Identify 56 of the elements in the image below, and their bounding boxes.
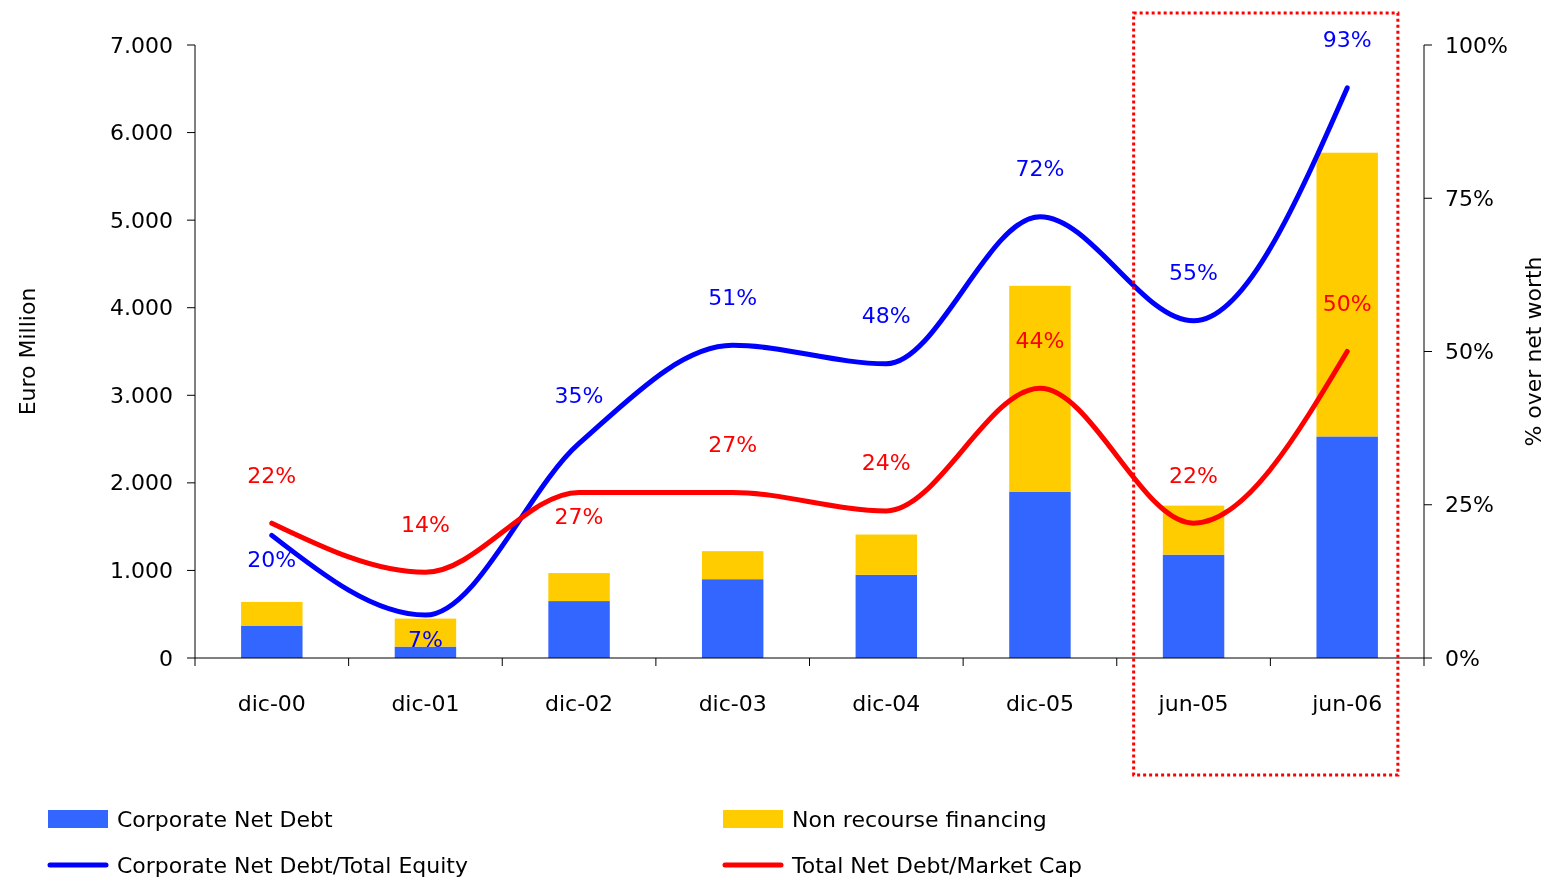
y-axis-title: Euro Million [14,287,40,416]
data-label: 14% [400,511,450,537]
data-label: 44% [1015,327,1065,353]
y2-tick-label: 75% [1445,185,1494,211]
legend-label: Corporate Net Debt/Total Equity [117,852,469,878]
legend-label: Corporate Net Debt [117,806,334,832]
data-label: 7% [407,626,443,652]
bar [241,625,303,658]
bar [1316,152,1378,437]
data-label: 50% [1322,291,1372,316]
bar [855,534,918,575]
data-label: 27% [554,503,604,529]
bar [548,573,610,602]
x-tick-label: dic-02 [545,690,614,716]
y2-axis-title: % over net worth [1520,256,1546,447]
x-tick-label: dic-01 [391,690,460,716]
data-label: 22% [247,462,297,488]
y-tick-label: 0 [159,645,173,671]
x-tick-label: jun-05 [1157,690,1229,716]
bar [1316,436,1378,658]
legend-label: Non recourse financing [792,806,1047,832]
data-label: 55% [1169,260,1219,286]
data-label: 93% [1322,27,1372,53]
bar [855,574,918,658]
data-label: 48% [861,303,911,329]
data-label: 24% [861,450,911,476]
y-tick-label: 2.000 [110,470,173,496]
bar [1009,285,1071,492]
x-tick-label: dic-04 [852,690,921,716]
bar [1009,491,1071,658]
bar [1162,554,1225,658]
bar [241,601,303,626]
data-label: 27% [708,431,758,457]
x-tick-label: dic-03 [698,690,767,716]
bar [548,601,610,658]
y-tick-label: 3.000 [110,382,173,408]
x-tick-label: dic-05 [1005,690,1074,716]
bar [701,579,764,658]
y2-tick-label: 100% [1445,32,1508,58]
x-tick-label: jun-06 [1311,690,1383,716]
y-tick-label: 5.000 [110,207,173,233]
data-label: 51% [708,284,758,310]
x-tick-label: dic-00 [237,690,306,716]
y2-tick-label: 50% [1445,339,1494,364]
bar [701,551,764,580]
data-label: 72% [1015,156,1065,182]
data-label: 22% [1169,462,1219,488]
y-tick-label: 7.000 [110,32,173,58]
y-tick-label: 4.000 [110,295,173,321]
legend-label: Total Net Debt/Market Cap [791,852,1082,878]
y-tick-label: 6.000 [110,120,173,146]
data-label: 20% [247,546,297,572]
y2-tick-label: 25% [1445,492,1494,518]
data-label: 35% [554,382,604,408]
y-tick-label: 1.000 [110,557,173,583]
y2-tick-label: 0% [1445,645,1480,671]
